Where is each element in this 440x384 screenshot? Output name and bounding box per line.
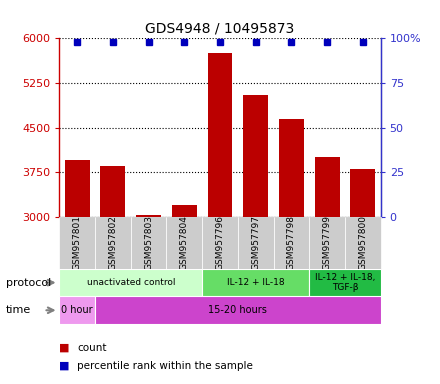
- Bar: [279, 119, 304, 217]
- Bar: [95, 217, 131, 269]
- Text: ■: ■: [59, 361, 70, 371]
- Text: GSM957804: GSM957804: [180, 215, 189, 270]
- Bar: [59, 217, 95, 269]
- Text: GSM957802: GSM957802: [108, 215, 117, 270]
- Bar: [95, 296, 381, 324]
- Text: GSM957797: GSM957797: [251, 215, 260, 270]
- Text: GSM957796: GSM957796: [216, 215, 224, 270]
- Bar: [309, 217, 345, 269]
- Bar: [208, 53, 232, 217]
- Text: count: count: [77, 343, 106, 353]
- Bar: [238, 217, 274, 269]
- Text: time: time: [6, 305, 31, 315]
- Text: ■: ■: [59, 343, 70, 353]
- Bar: [166, 217, 202, 269]
- Text: IL-12 + IL-18: IL-12 + IL-18: [227, 278, 285, 287]
- Bar: [315, 157, 340, 217]
- Bar: [345, 217, 381, 269]
- Bar: [65, 161, 90, 217]
- Bar: [243, 95, 268, 217]
- Bar: [59, 296, 95, 324]
- Bar: [309, 269, 381, 296]
- Text: percentile rank within the sample: percentile rank within the sample: [77, 361, 253, 371]
- Text: IL-12 + IL-18,
TGF-β: IL-12 + IL-18, TGF-β: [315, 273, 375, 292]
- Text: unactivated control: unactivated control: [87, 278, 175, 287]
- Bar: [59, 269, 202, 296]
- Bar: [100, 166, 125, 217]
- Text: GSM957801: GSM957801: [73, 215, 82, 270]
- Bar: [136, 215, 161, 217]
- Text: GSM957799: GSM957799: [323, 215, 332, 270]
- Text: GSM957800: GSM957800: [358, 215, 367, 270]
- Text: GSM957803: GSM957803: [144, 215, 153, 270]
- Bar: [202, 217, 238, 269]
- Text: 0 hour: 0 hour: [62, 305, 93, 315]
- Bar: [172, 205, 197, 217]
- Text: protocol: protocol: [6, 278, 51, 288]
- Title: GDS4948 / 10495873: GDS4948 / 10495873: [145, 22, 295, 36]
- Text: GSM957798: GSM957798: [287, 215, 296, 270]
- Bar: [131, 217, 166, 269]
- Text: 15-20 hours: 15-20 hours: [209, 305, 267, 315]
- Bar: [274, 217, 309, 269]
- Bar: [202, 269, 309, 296]
- Bar: [350, 169, 375, 217]
